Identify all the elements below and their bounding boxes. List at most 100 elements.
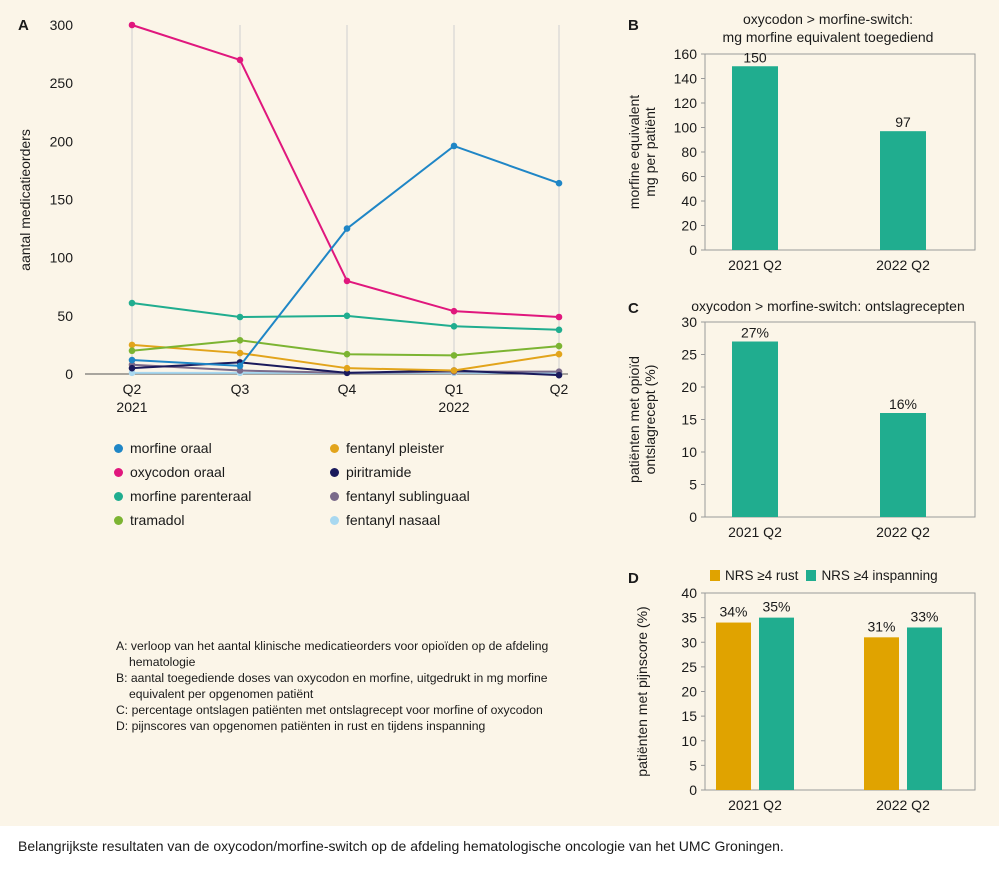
d-ytick-label: 0 bbox=[689, 782, 697, 798]
d-bar-label: 34% bbox=[719, 604, 747, 620]
figure-panel: A B C D 0 50 100 150 200 250 300 Q2 2021 Q3 Q4 Q1 20… bbox=[0, 0, 999, 826]
d-xtick-label: 2021 Q2 bbox=[728, 797, 782, 813]
series-point-fentanyl-pleister bbox=[236, 349, 244, 357]
b-ytick-label: 20 bbox=[681, 218, 697, 234]
legend-marker bbox=[114, 515, 123, 525]
series-point-piritramide bbox=[128, 364, 136, 372]
legend-marker bbox=[114, 491, 123, 501]
d-ytick-label: 5 bbox=[689, 757, 697, 773]
b-ytick-label: 160 bbox=[674, 46, 698, 62]
d-bar bbox=[759, 617, 794, 790]
legend-marker bbox=[330, 443, 339, 453]
c-title: oxycodon > morfine-switch: ontslagrecept… bbox=[691, 298, 965, 314]
legend-item: NRS ≥4 inspanning bbox=[806, 568, 938, 583]
legend-label: morfine oraal bbox=[130, 440, 212, 456]
series-point-morfine-parenteraal bbox=[343, 312, 351, 320]
series-point-fentanyl-pleister bbox=[128, 341, 136, 349]
a-xtick-year: 2021 bbox=[116, 399, 147, 415]
series-point-tramadol bbox=[450, 352, 458, 359]
b-ytick-label: 120 bbox=[674, 95, 698, 111]
a-xtick-label: Q2 bbox=[123, 381, 142, 397]
legend-item: fentanyl sublinguaal bbox=[330, 488, 470, 504]
c-ytick-label: 30 bbox=[681, 314, 697, 330]
series-point-oxycodon-oraal bbox=[450, 307, 458, 315]
series-point-morfine-parenteraal bbox=[128, 299, 136, 307]
d-ytick-label: 30 bbox=[681, 634, 697, 650]
legend-label: fentanyl pleister bbox=[346, 440, 445, 456]
series-point-fentanyl-sublinguaal bbox=[236, 367, 244, 374]
legend-label: NRS ≥4 rust bbox=[725, 568, 799, 583]
legend-item: piritramide bbox=[330, 464, 411, 480]
c-ytick-label: 20 bbox=[681, 379, 697, 395]
legend-label: NRS ≥4 inspanning bbox=[821, 568, 938, 583]
series-point-oxycodon-oraal bbox=[128, 21, 136, 29]
legend-swatch bbox=[806, 569, 817, 581]
series-point-morfine-parenteraal bbox=[555, 326, 563, 334]
legend-label: fentanyl nasaal bbox=[346, 512, 441, 528]
legend-item: NRS ≥4 rust bbox=[710, 568, 798, 583]
c-ytick-label: 5 bbox=[689, 477, 697, 493]
a-xtick-label: Q1 bbox=[445, 381, 464, 397]
a-xtick-label: Q2 bbox=[550, 381, 569, 397]
series-point-oxycodon-oraal bbox=[555, 313, 563, 321]
series-point-tramadol bbox=[236, 336, 244, 344]
series-point-morfine-oraal bbox=[450, 142, 458, 150]
panel-label-a: A bbox=[18, 17, 29, 34]
series-point-morfine-parenteraal bbox=[450, 323, 458, 330]
d-ytick-label: 15 bbox=[681, 708, 697, 724]
b-ytick-label: 40 bbox=[681, 193, 697, 209]
b-ytick-label: 100 bbox=[674, 120, 698, 136]
c-bar bbox=[880, 413, 926, 517]
series-point-tramadol bbox=[128, 347, 136, 355]
legend-marker bbox=[330, 515, 339, 525]
series-point-morfine-parenteraal bbox=[236, 313, 244, 321]
series-line-oxycodon-oraal bbox=[131, 24, 560, 318]
figure-caption: Belangrijkste resultaten van de oxycodon… bbox=[18, 838, 784, 854]
a-ytick-label: 200 bbox=[50, 133, 74, 149]
series-point-fentanyl-pleister bbox=[555, 350, 563, 358]
c-y-axis-label: patiënten met opioïd bbox=[626, 356, 642, 483]
legend-item: morfine oraal bbox=[114, 440, 212, 456]
c-y-axis-label: ontslagrecept (%) bbox=[642, 365, 658, 475]
series-point-tramadol bbox=[555, 342, 563, 350]
legend-marker bbox=[114, 467, 123, 477]
note-b: B: aantal toegediende doses van oxycodon… bbox=[116, 671, 548, 701]
panel-label-b: B bbox=[628, 17, 639, 34]
figure-notes: A: verloop van het aantal klinische medi… bbox=[116, 638, 586, 734]
d-bar-label: 33% bbox=[910, 608, 938, 624]
series-point-piritramide bbox=[555, 371, 563, 379]
legend-label: oxycodon oraal bbox=[130, 464, 225, 480]
c-ytick-label: 0 bbox=[689, 509, 697, 525]
legend-item: oxycodon oraal bbox=[114, 464, 225, 480]
series-point-morfine-oraal bbox=[343, 225, 351, 232]
legend-marker bbox=[114, 443, 123, 453]
d-ytick-label: 10 bbox=[681, 733, 697, 749]
b-bar-label: 150 bbox=[743, 49, 767, 65]
legend-item: morfine parenteraal bbox=[114, 488, 251, 504]
d-bar bbox=[907, 627, 942, 790]
c-bar-label: 16% bbox=[889, 396, 917, 412]
d-ytick-label: 25 bbox=[681, 659, 697, 675]
series-point-oxycodon-oraal bbox=[343, 277, 351, 285]
c-bar-label: 27% bbox=[741, 325, 769, 341]
d-y-axis-label: patiënten met pijnscore (%) bbox=[634, 606, 650, 776]
d-ytick-label: 40 bbox=[681, 585, 697, 601]
d-ytick-label: 35 bbox=[681, 610, 697, 626]
d-bar bbox=[716, 622, 751, 790]
b-xtick-label: 2021 Q2 bbox=[728, 257, 782, 273]
note-a: A: verloop van het aantal klinische medi… bbox=[116, 639, 549, 669]
c-xtick-label: 2021 Q2 bbox=[728, 524, 782, 540]
series-point-tramadol bbox=[343, 350, 351, 358]
c-bar bbox=[732, 341, 778, 517]
b-ytick-label: 80 bbox=[681, 144, 697, 160]
legend-label: fentanyl sublinguaal bbox=[346, 488, 470, 504]
b-xtick-label: 2022 Q2 bbox=[876, 257, 930, 273]
note-d: D: pijnscores van opgenomen patiënten in… bbox=[116, 719, 486, 733]
series-point-fentanyl-pleister bbox=[450, 367, 458, 374]
c-ytick-label: 10 bbox=[681, 444, 697, 460]
c-ytick-label: 15 bbox=[681, 412, 697, 428]
legend-item: fentanyl pleister bbox=[330, 440, 444, 456]
b-bar bbox=[880, 131, 926, 250]
b-y-axis-label: mg per patiënt bbox=[642, 107, 658, 197]
